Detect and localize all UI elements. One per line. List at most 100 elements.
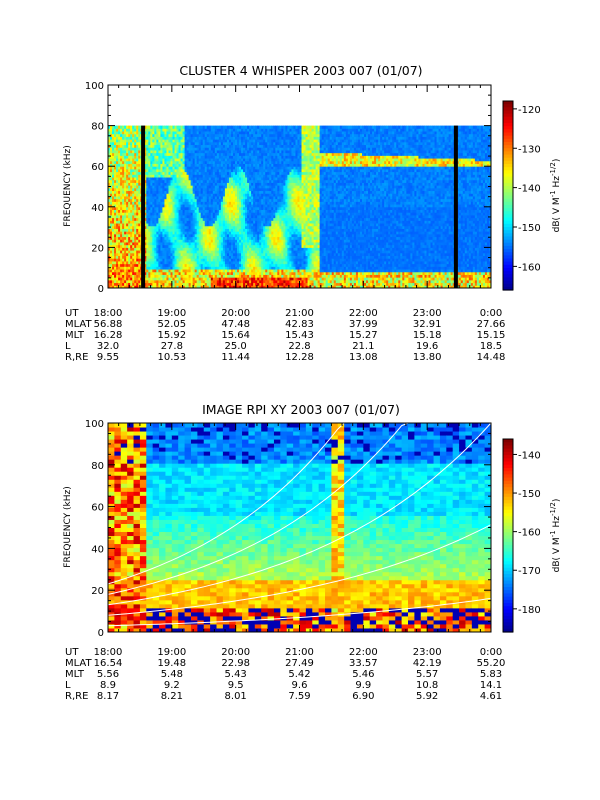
spectrogram-cell	[128, 220, 131, 224]
spectrogram-cell	[122, 187, 125, 192]
spectrogram-cell	[166, 171, 169, 175]
spectrogram-cell	[204, 228, 208, 232]
spectrogram-cell	[150, 131, 153, 135]
spectrogram-cell	[150, 241, 153, 246]
spectrogram-cell	[249, 204, 252, 208]
spectrogram-cell	[160, 228, 163, 232]
spectrogram-cell	[263, 133, 266, 137]
spectrogram-cell	[146, 198, 149, 202]
spectrogram-cell	[232, 258, 236, 262]
spectrogram-cell	[196, 144, 200, 148]
spectrogram-cell	[118, 149, 121, 154]
spectrogram-cell	[230, 195, 234, 200]
spectrogram-cell	[259, 195, 262, 200]
spectrogram-cell	[172, 231, 176, 235]
spectrogram-cell	[128, 155, 131, 159]
spectrogram-cell	[146, 220, 149, 224]
spectrogram-cell	[210, 193, 214, 197]
spectrogram-cell	[164, 266, 167, 270]
spectrogram-cell	[172, 255, 176, 259]
spectrogram-cell	[198, 179, 202, 183]
spectrogram-cell	[132, 231, 135, 235]
spectrogram-cell	[241, 147, 244, 151]
spectrogram-cell	[239, 260, 242, 265]
spectrogram-cell	[214, 247, 218, 251]
spectrogram-cell	[267, 255, 270, 259]
spectrogram-cell	[126, 214, 129, 219]
spectrogram-cell	[253, 193, 256, 197]
spectrogram-cell	[152, 236, 155, 240]
spectrogram-cell	[208, 139, 212, 143]
spectrogram-cell	[114, 271, 117, 275]
spectrogram-cell	[241, 220, 244, 224]
spectrogram-cell	[196, 214, 200, 219]
spectrogram-cell	[206, 147, 210, 151]
spectrogram-cell	[237, 258, 240, 262]
spectrogram-cell	[232, 198, 236, 202]
spectrogram-cell	[160, 282, 163, 286]
spectrogram-cell	[182, 209, 186, 213]
spectrogram-cell	[237, 147, 240, 151]
spectrogram-cell	[110, 182, 113, 186]
spectrogram-cell	[251, 279, 254, 284]
spectrogram-cell	[234, 131, 238, 135]
spectrogram-cell	[269, 147, 272, 151]
spectrogram-cell	[178, 212, 182, 216]
spectrogram-cell	[146, 247, 149, 251]
spectrogram-cell	[237, 125, 240, 129]
spectrogram-cell	[198, 269, 202, 273]
spectrogram-cell	[120, 149, 123, 154]
spectrogram-cell	[110, 195, 113, 200]
spectrogram-cell	[257, 149, 260, 154]
spectrogram-cell	[237, 163, 240, 167]
spectrogram-cell	[257, 198, 260, 202]
spectrogram-cell	[120, 179, 123, 183]
spectrogram-cell	[220, 244, 224, 248]
spectrogram-cell	[273, 201, 276, 205]
spectrogram-cell	[269, 182, 272, 186]
spectrogram-cell	[253, 228, 256, 232]
spectrogram-cell	[263, 225, 266, 229]
spectrogram-cell	[160, 250, 163, 254]
spectrogram-cell	[230, 190, 234, 194]
spectrogram-cell	[253, 147, 256, 151]
spectrogram-cell	[138, 247, 141, 251]
spectrogram-cell	[158, 193, 161, 197]
spectrogram-cell	[114, 223, 117, 227]
spectrogram-cell	[200, 166, 204, 170]
spectrogram-cell	[164, 241, 167, 246]
spectrogram-cell	[263, 241, 266, 246]
spectrogram-cell	[128, 131, 131, 135]
spectrogram-cell	[180, 269, 184, 273]
spectrogram-cell	[255, 231, 258, 235]
spectrogram-cell	[192, 271, 196, 275]
spectrogram-cell	[146, 244, 149, 248]
spectrogram-cell	[253, 250, 256, 254]
spectrogram-cell	[269, 144, 272, 148]
spectrogram-cell	[247, 195, 250, 200]
spectrogram-cell	[224, 269, 228, 273]
spectrogram-cell	[126, 277, 129, 281]
spectrogram-cell	[216, 209, 220, 213]
spectrogram-cell	[251, 266, 254, 270]
spectrogram-cell	[176, 269, 180, 273]
spectrogram-cell	[230, 160, 234, 164]
spectrogram-cell	[192, 149, 196, 154]
spectrogram-cell	[198, 212, 202, 216]
spectrogram-cell	[170, 168, 174, 173]
spectrogram-cell	[232, 241, 236, 246]
spectrogram-cell	[206, 252, 210, 257]
spectrogram-cell	[230, 204, 234, 208]
spectrogram-cell	[130, 228, 133, 232]
spectrogram-cell	[253, 155, 256, 159]
spectrogram-cell	[126, 271, 129, 275]
spectrogram-cell	[273, 220, 276, 224]
spectrogram-cell	[170, 155, 174, 159]
spectrogram-cell	[116, 279, 119, 284]
spectrogram-cell	[110, 258, 113, 262]
spectrogram-cell	[116, 139, 119, 143]
spectrogram-cell	[180, 149, 184, 154]
spectrogram-cell	[124, 214, 127, 219]
spectrogram-cell	[152, 198, 155, 202]
spectrogram-cell	[158, 271, 161, 275]
